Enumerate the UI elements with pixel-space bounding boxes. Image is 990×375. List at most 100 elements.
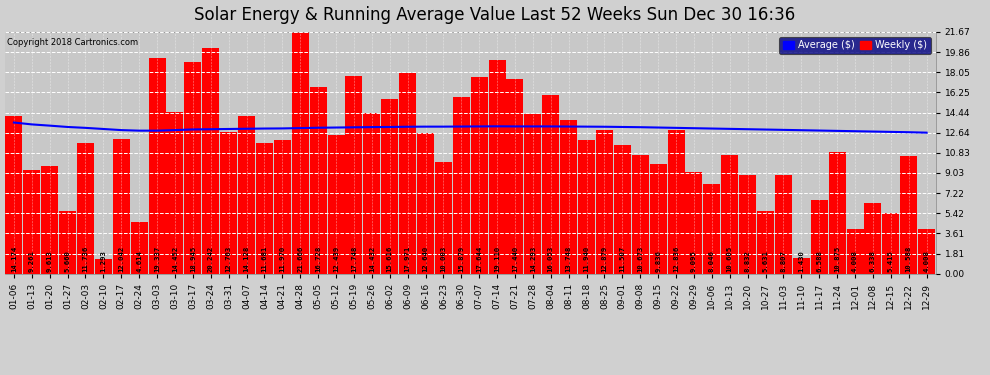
Text: 12.836: 12.836	[673, 246, 679, 272]
Text: 17.440: 17.440	[512, 246, 518, 272]
Bar	[829, 152, 845, 274]
Text: 4.614: 4.614	[137, 250, 143, 272]
Bar	[846, 229, 863, 274]
Text: 11.681: 11.681	[261, 246, 267, 272]
Bar	[238, 116, 255, 274]
Text: 1.293: 1.293	[100, 250, 106, 272]
Bar	[292, 32, 309, 274]
Bar	[328, 135, 345, 274]
Bar	[5, 116, 23, 274]
Text: 17.971: 17.971	[405, 246, 411, 272]
Text: 14.174: 14.174	[11, 246, 17, 272]
Bar	[864, 203, 881, 274]
Text: 10.673: 10.673	[638, 246, 644, 272]
Bar	[740, 175, 756, 274]
Text: 10.588: 10.588	[906, 246, 912, 272]
Text: 13.748: 13.748	[565, 246, 571, 272]
Legend: Average ($), Weekly ($): Average ($), Weekly ($)	[779, 37, 931, 54]
Bar	[811, 200, 828, 274]
Bar	[685, 172, 703, 274]
Bar	[77, 143, 94, 274]
Bar	[59, 211, 76, 274]
Bar	[202, 48, 219, 274]
Text: 14.452: 14.452	[172, 246, 178, 272]
Text: 12.042: 12.042	[118, 246, 125, 272]
Text: 11.507: 11.507	[620, 246, 626, 272]
Text: 17.748: 17.748	[350, 246, 357, 272]
Text: 12.703: 12.703	[226, 246, 232, 272]
Bar	[775, 176, 792, 274]
Text: 4.008: 4.008	[852, 250, 858, 272]
Text: Copyright 2018 Cartronics.com: Copyright 2018 Cartronics.com	[7, 38, 138, 47]
Text: 9.613: 9.613	[47, 250, 52, 272]
Bar	[793, 258, 810, 274]
Bar	[882, 213, 899, 274]
Text: Solar Energy & Running Average Value Last 52 Weeks Sun Dec 30 16:36: Solar Energy & Running Average Value Las…	[194, 6, 796, 24]
Bar	[578, 141, 595, 274]
Bar	[757, 211, 774, 274]
Text: 5.660: 5.660	[64, 250, 70, 272]
Text: 14.432: 14.432	[369, 246, 375, 272]
Text: 6.338: 6.338	[870, 250, 876, 272]
Text: 20.242: 20.242	[208, 246, 214, 272]
Bar	[274, 140, 291, 274]
Text: 4.008: 4.008	[924, 250, 930, 272]
Text: 15.879: 15.879	[458, 246, 464, 272]
Bar	[435, 162, 451, 274]
Text: 19.110: 19.110	[494, 246, 500, 272]
Bar	[346, 76, 362, 274]
Bar	[256, 143, 273, 274]
Bar	[184, 62, 201, 274]
Bar	[596, 130, 613, 274]
Bar	[42, 166, 58, 274]
Text: 21.666: 21.666	[297, 246, 303, 272]
Text: 11.970: 11.970	[279, 246, 285, 272]
Bar	[220, 132, 238, 274]
Text: 16.728: 16.728	[315, 246, 321, 272]
Bar	[649, 164, 666, 274]
Bar	[722, 155, 739, 274]
Bar	[507, 79, 524, 274]
Bar	[417, 133, 434, 274]
Text: 9.836: 9.836	[655, 250, 661, 272]
Bar	[113, 140, 130, 274]
Text: 11.940: 11.940	[583, 246, 590, 272]
Bar	[310, 87, 327, 274]
Bar	[452, 96, 470, 274]
Text: 10.875: 10.875	[835, 246, 841, 272]
Text: 17.644: 17.644	[476, 246, 482, 272]
Text: 14.293: 14.293	[530, 246, 536, 272]
Bar	[489, 60, 506, 274]
Bar	[95, 260, 112, 274]
Text: 5.631: 5.631	[762, 250, 768, 272]
Bar	[24, 170, 41, 274]
Text: 8.832: 8.832	[744, 250, 750, 272]
Text: 9.261: 9.261	[29, 250, 35, 272]
Text: 9.095: 9.095	[691, 250, 697, 272]
Bar	[166, 112, 183, 274]
Text: 12.439: 12.439	[333, 246, 339, 272]
Text: 12.640: 12.640	[423, 246, 429, 272]
Bar	[381, 99, 398, 274]
Text: 10.605: 10.605	[727, 246, 733, 272]
Bar	[148, 58, 165, 274]
Text: 5.415: 5.415	[888, 250, 894, 272]
Bar	[543, 94, 559, 274]
Text: 14.128: 14.128	[244, 246, 249, 272]
Bar	[667, 130, 684, 274]
Bar	[560, 120, 577, 274]
Text: 12.879: 12.879	[602, 246, 608, 272]
Text: 15.616: 15.616	[387, 246, 393, 272]
Bar	[470, 77, 488, 274]
Bar	[399, 73, 416, 274]
Bar	[632, 154, 648, 274]
Text: 10.003: 10.003	[441, 246, 446, 272]
Bar	[918, 229, 936, 274]
Text: 1.430: 1.430	[798, 250, 804, 272]
Bar	[614, 145, 631, 274]
Text: 8.046: 8.046	[709, 250, 715, 272]
Text: 16.053: 16.053	[547, 246, 553, 272]
Text: 6.588: 6.588	[816, 250, 823, 272]
Bar	[363, 112, 380, 274]
Text: 19.337: 19.337	[154, 246, 160, 272]
